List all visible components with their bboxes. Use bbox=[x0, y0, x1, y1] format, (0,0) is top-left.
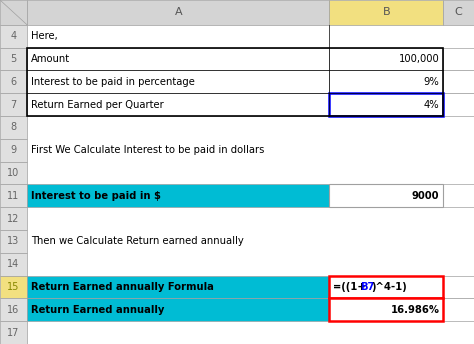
Bar bbox=[329, 71, 443, 93]
Text: Amount: Amount bbox=[31, 54, 70, 64]
Bar bbox=[0, 253, 27, 276]
Bar bbox=[443, 298, 474, 321]
Bar bbox=[0, 298, 27, 321]
Bar bbox=[27, 25, 474, 47]
Bar bbox=[0, 25, 27, 47]
Bar bbox=[27, 71, 329, 93]
Text: C: C bbox=[455, 7, 463, 18]
Bar bbox=[0, 321, 27, 344]
Bar bbox=[0, 207, 27, 230]
Bar bbox=[0, 47, 27, 71]
Bar bbox=[0, 0, 27, 25]
Bar bbox=[329, 93, 443, 116]
Bar bbox=[27, 47, 443, 116]
Text: 16.986%: 16.986% bbox=[391, 305, 439, 315]
Text: Interest to be paid in percentage: Interest to be paid in percentage bbox=[31, 77, 195, 87]
Bar bbox=[0, 71, 27, 93]
Text: Return Earned annually Formula: Return Earned annually Formula bbox=[31, 282, 214, 292]
Bar bbox=[0, 93, 27, 116]
Text: B7: B7 bbox=[360, 282, 375, 292]
Text: 8: 8 bbox=[10, 122, 17, 132]
Text: 6: 6 bbox=[10, 77, 17, 87]
Bar bbox=[0, 162, 27, 184]
Bar bbox=[27, 47, 329, 71]
Text: =((1+: =((1+ bbox=[333, 282, 366, 292]
Text: Return Earned annually: Return Earned annually bbox=[31, 305, 164, 315]
Bar bbox=[443, 47, 474, 71]
Bar bbox=[0, 184, 27, 207]
Bar bbox=[443, 71, 474, 93]
Bar bbox=[0, 276, 27, 298]
Text: )^4-1): )^4-1) bbox=[372, 282, 407, 292]
Text: 4: 4 bbox=[10, 31, 17, 41]
Bar bbox=[27, 298, 329, 321]
Text: 7: 7 bbox=[10, 99, 17, 110]
Bar bbox=[0, 139, 27, 162]
Bar bbox=[27, 230, 474, 253]
Text: 12: 12 bbox=[7, 214, 20, 224]
Text: Interest to be paid in $: Interest to be paid in $ bbox=[31, 191, 161, 201]
Bar bbox=[0, 116, 27, 139]
Text: 13: 13 bbox=[8, 236, 19, 246]
Text: 10: 10 bbox=[8, 168, 19, 178]
Bar bbox=[27, 276, 329, 298]
Bar bbox=[329, 298, 443, 321]
Bar bbox=[27, 207, 474, 230]
Text: 9000: 9000 bbox=[412, 191, 439, 201]
Text: 9: 9 bbox=[10, 145, 17, 155]
Text: First We Calculate Interest to be paid in dollars: First We Calculate Interest to be paid i… bbox=[31, 145, 264, 155]
Bar bbox=[27, 162, 474, 184]
Text: 4%: 4% bbox=[424, 99, 439, 110]
Bar bbox=[27, 0, 329, 25]
Text: 9%: 9% bbox=[424, 77, 439, 87]
Bar bbox=[443, 0, 474, 25]
Text: 14: 14 bbox=[8, 259, 19, 269]
Text: 16: 16 bbox=[8, 305, 19, 315]
Bar bbox=[27, 116, 474, 139]
Bar bbox=[329, 276, 443, 298]
Text: 100,000: 100,000 bbox=[399, 54, 439, 64]
Bar bbox=[443, 184, 474, 207]
Text: Return Earned per Quarter: Return Earned per Quarter bbox=[31, 99, 164, 110]
Text: B: B bbox=[383, 7, 390, 18]
Bar bbox=[329, 0, 443, 25]
Text: Here,: Here, bbox=[31, 31, 57, 41]
Bar bbox=[329, 47, 443, 71]
Text: Then we Calculate Return earned annually: Then we Calculate Return earned annually bbox=[31, 236, 244, 246]
Text: 5: 5 bbox=[10, 54, 17, 64]
Bar bbox=[27, 93, 329, 116]
Text: 11: 11 bbox=[8, 191, 19, 201]
Text: A: A bbox=[174, 7, 182, 18]
Bar bbox=[0, 230, 27, 253]
Bar bbox=[27, 139, 474, 162]
Text: 17: 17 bbox=[7, 327, 20, 337]
Bar bbox=[329, 184, 443, 207]
Text: 15: 15 bbox=[7, 282, 20, 292]
Bar bbox=[27, 321, 474, 344]
Bar bbox=[27, 184, 329, 207]
Bar bbox=[443, 276, 474, 298]
Bar bbox=[443, 93, 474, 116]
Bar bbox=[27, 253, 474, 276]
